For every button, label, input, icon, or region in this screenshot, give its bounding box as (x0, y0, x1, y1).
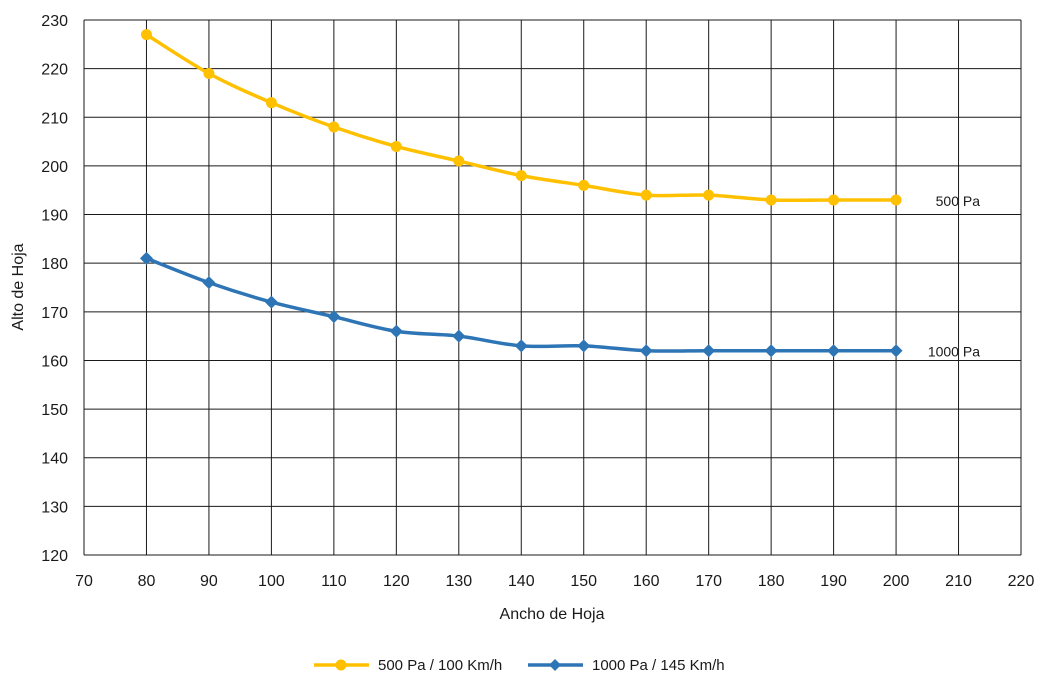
x-tick-label: 200 (883, 573, 910, 590)
data-point (452, 329, 466, 343)
data-point (640, 189, 652, 201)
legend-label: 500 Pa / 100 Km/h (378, 657, 502, 674)
x-tick-label: 80 (138, 573, 156, 590)
x-tick-label: 220 (1008, 573, 1035, 590)
x-tick-label: 160 (633, 573, 660, 590)
data-point (453, 155, 465, 167)
data-point (577, 339, 591, 353)
x-tick-label: 170 (695, 573, 722, 590)
data-point (264, 295, 278, 309)
data-point (265, 97, 277, 109)
y-tick-label: 150 (41, 402, 68, 419)
data-point (389, 324, 403, 338)
data-point (702, 344, 716, 358)
y-tick-label: 160 (41, 353, 68, 370)
y-tick-label: 210 (41, 110, 68, 127)
data-point (827, 344, 841, 358)
legend-label: 1000 Pa / 145 Km/h (592, 657, 725, 674)
data-point (764, 344, 778, 358)
y-tick-label: 220 (41, 62, 68, 79)
y-axis-title: Alto de Hoja (10, 243, 27, 330)
legend-swatch-marker (549, 659, 561, 671)
x-tick-label: 100 (258, 573, 285, 590)
x-tick-label: 190 (820, 573, 847, 590)
x-tick-label: 210 (945, 573, 972, 590)
y-tick-label: 130 (41, 499, 68, 516)
series-end-label: 1000 Pa (928, 344, 980, 360)
data-point (139, 251, 153, 265)
series-layer (139, 29, 903, 358)
data-point (765, 194, 777, 206)
x-tick-label: 140 (508, 573, 535, 590)
data-point (515, 170, 527, 182)
data-point (578, 179, 590, 191)
x-tick-label: 150 (570, 573, 597, 590)
y-tick-label: 190 (41, 208, 68, 225)
data-point (828, 194, 840, 206)
y-axis-ticks: 120 130 140 150 160 170 180 190 200 210 220 230 (41, 13, 68, 565)
x-tick-label: 130 (445, 573, 472, 590)
legend-swatch-marker (335, 659, 347, 671)
x-tick-label: 120 (383, 573, 410, 590)
data-point (203, 68, 215, 79)
y-tick-label: 230 (41, 13, 68, 30)
data-point (639, 344, 653, 358)
data-point (327, 310, 341, 324)
grid (83, 19, 1022, 556)
annotations: 500 Pa 1000 Pa (928, 193, 980, 360)
y-tick-label: 170 (41, 305, 68, 322)
series-end-label: 500 Pa (936, 193, 981, 209)
y-tick-label: 120 (41, 548, 68, 565)
y-tick-label: 200 (41, 159, 68, 176)
data-point (703, 189, 715, 201)
data-point (140, 29, 152, 41)
data-point (890, 194, 902, 206)
y-tick-label: 140 (41, 451, 68, 468)
x-tick-label: 90 (200, 573, 218, 590)
data-point (390, 140, 402, 152)
legend: 500 Pa / 100 Km/h 1000 Pa / 145 Km/h (314, 657, 725, 674)
data-point (202, 276, 216, 290)
x-tick-label: 180 (758, 573, 785, 590)
x-tick-label: 70 (75, 573, 93, 590)
data-point (514, 339, 528, 353)
data-point (889, 344, 903, 358)
data-point (328, 121, 340, 133)
x-axis-ticks: 70 80 90 100 110 120 130 140 150 160 170 180 190 200 2… (75, 573, 1034, 590)
y-tick-label: 180 (41, 256, 68, 273)
x-axis-title: Ancho de Hoja (500, 606, 605, 623)
x-tick-label: 110 (321, 573, 347, 590)
